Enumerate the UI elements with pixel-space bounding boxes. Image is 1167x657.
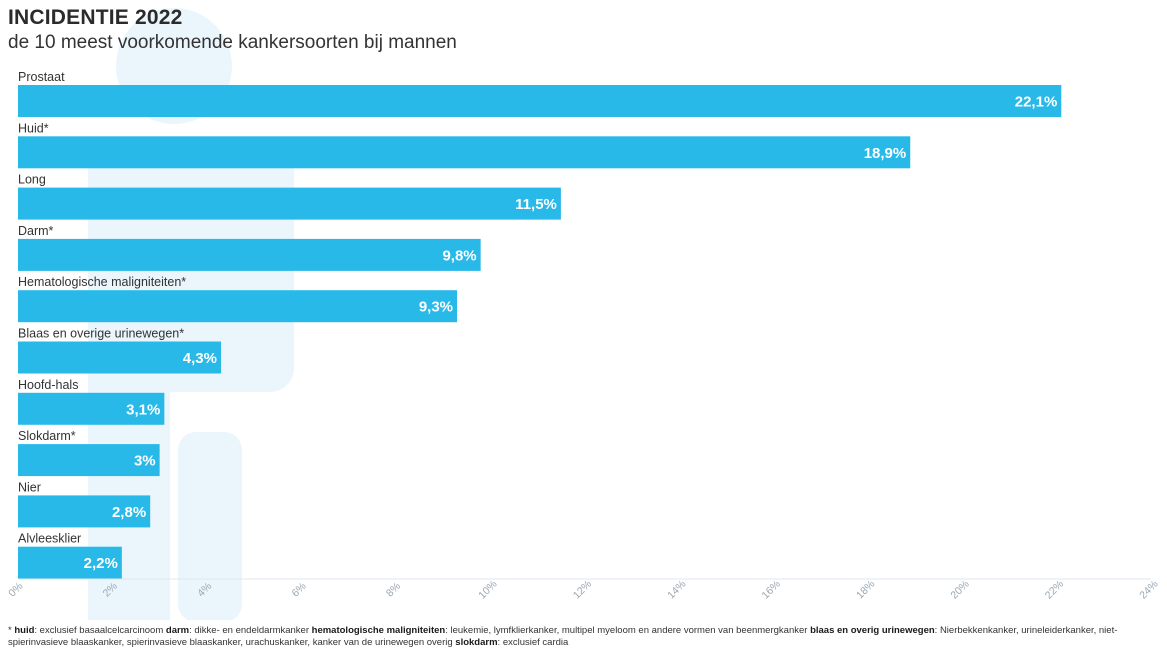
footnote-term-slokdarm: slokdarm <box>455 637 498 648</box>
x-tick-label: 18% <box>854 578 877 601</box>
category-label: Hoofd-hals <box>18 378 78 392</box>
value-label: 2,2% <box>84 555 118 572</box>
footnote-desc-slokdarm: : exclusief cardia <box>497 637 569 648</box>
bar <box>18 392 165 425</box>
value-label: 4,3% <box>183 350 217 367</box>
bar <box>18 187 561 220</box>
footnote-term-blaas: blaas en overig urinewegen <box>810 625 935 636</box>
value-label: 9,3% <box>419 299 453 316</box>
footnote-term-darm: darm <box>165 625 190 636</box>
x-tick-label: 14% <box>665 578 688 601</box>
category-label: Darm* <box>18 224 54 238</box>
x-tick-label: 10% <box>476 578 499 601</box>
value-label: 11,5% <box>515 196 557 213</box>
footnote-desc-darm: : dikke- en endeldarmkanker <box>189 625 312 636</box>
category-label: Prostaat <box>18 70 65 84</box>
category-label: Huid* <box>18 121 49 135</box>
footnote-desc-blaas: : Nierbekkenkanker, urineleiderkanker, n… <box>8 625 1118 648</box>
value-label: 18,9% <box>864 145 907 162</box>
category-label: Blaas en overige urinewegen* <box>18 327 184 341</box>
category-label: Slokdarm* <box>18 429 76 443</box>
bar <box>18 85 1062 117</box>
bar-chart: Prostaat 22,1% Huid* 18,9% Long 11,5% Darm* 9,8… <box>6 8 1161 620</box>
footnote-desc-hematologisch: : leukemie, lymfklierkanker, multipel my… <box>445 625 811 636</box>
value-label: 9,8% <box>442 247 476 264</box>
x-tick-label: 12% <box>571 578 594 601</box>
bar <box>18 495 151 528</box>
bar <box>18 341 221 374</box>
value-label: 22,1% <box>1015 94 1058 111</box>
footnote: * huid: exclusief basaalcelcarcinoom dar… <box>8 625 1158 649</box>
chart-title: INCIDENTIE 2022 <box>8 6 183 29</box>
category-label: Long <box>18 173 46 187</box>
category-label: Hematologische maligniteiten* <box>18 275 186 289</box>
value-label: 3,1% <box>126 401 160 418</box>
footnote-term-huid: huid <box>14 625 35 636</box>
bar <box>18 238 481 271</box>
chart-subtitle: de 10 meest voorkomende kankersoorten bi… <box>8 32 457 53</box>
footnote-desc-huid: : exclusief basaalcelcarcinoom <box>34 625 166 636</box>
bar <box>18 136 911 169</box>
x-tick-label: 24% <box>1137 578 1160 601</box>
x-tick-label: 20% <box>948 578 971 601</box>
footnote-term-hematologisch: hematologische maligniteiten <box>311 625 446 636</box>
x-tick-label: 8% <box>384 580 403 599</box>
x-tick-label: 0% <box>6 580 25 599</box>
bar <box>18 290 458 323</box>
x-tick-label: 6% <box>290 580 309 599</box>
value-label: 2,8% <box>112 504 146 521</box>
footnote-star: * <box>8 625 15 636</box>
category-label: Alvleesklier <box>18 532 81 546</box>
category-label: Nier <box>18 480 41 494</box>
value-label: 3% <box>134 453 156 470</box>
x-tick-label: 22% <box>1043 578 1066 601</box>
bar <box>18 444 160 477</box>
x-tick-label: 16% <box>760 578 783 601</box>
bar <box>18 546 122 579</box>
